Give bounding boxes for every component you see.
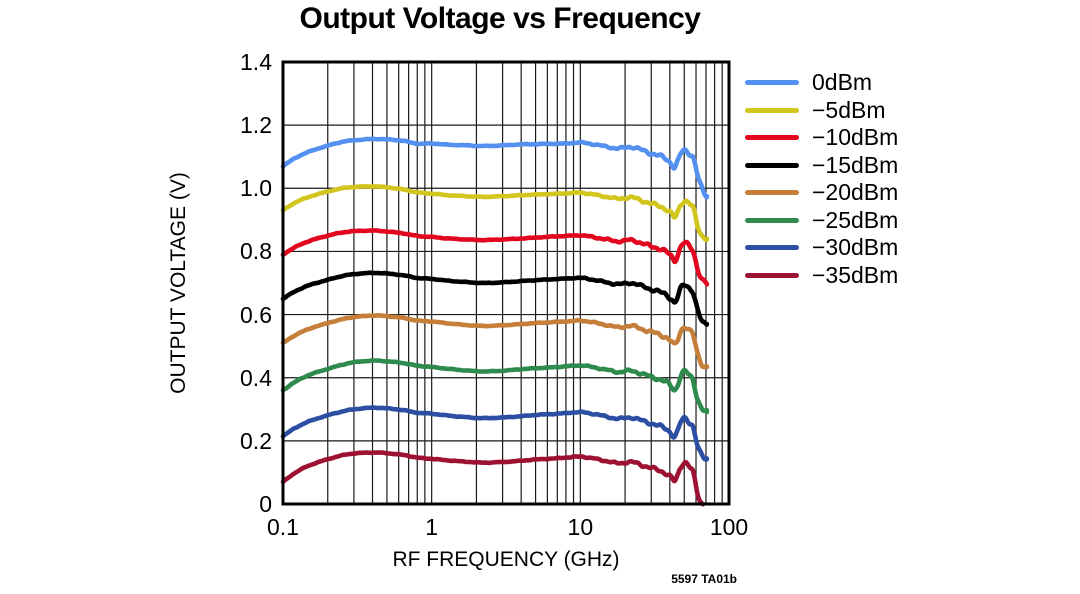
y-tick-1.2: 1.2	[240, 112, 272, 139]
y-tick-1.0: 1.0	[240, 175, 272, 202]
legend-label: −15dBm	[812, 151, 899, 178]
chart-title: Output Voltage vs Frequency	[299, 2, 701, 35]
legend-swatch	[745, 135, 799, 141]
plot-frame	[281, 60, 731, 506]
curve-−25dBm	[280, 358, 710, 415]
x-axis-label: RF FREQUENCY (GHz)	[392, 548, 620, 571]
y-tick-0: 0	[259, 491, 272, 517]
curve-0dBm	[280, 136, 710, 200]
x-tick-1: 1	[425, 514, 439, 540]
legend-swatch	[745, 80, 799, 86]
legend-swatch	[745, 217, 799, 223]
legend-swatch	[745, 245, 799, 251]
legend-swatch	[745, 190, 799, 196]
legend-label: −10dBm	[812, 124, 899, 151]
curve-−20dBm	[280, 313, 710, 370]
legend-swatch	[745, 107, 799, 113]
y-tick-1.4: 1.4	[240, 49, 272, 75]
y-tick-0.6: 0.6	[240, 301, 272, 328]
y-tick-0.2: 0.2	[240, 427, 272, 454]
legend-item-−15dBm: −15dBm	[745, 152, 898, 180]
curve-−15dBm	[280, 270, 710, 327]
y-tick-0.8: 0.8	[240, 238, 272, 265]
chart-legend: 0dBm −5dBm −10dBm −15dBm −20dBm −25dBm −30dBm −…	[745, 69, 898, 289]
legend-item-−30dBm: −30dBm	[745, 234, 898, 262]
curves	[280, 136, 710, 507]
part-number-note: 5597 TA01b	[671, 572, 737, 586]
curve-−10dBm	[280, 228, 710, 287]
legend-item-−25dBm: −25dBm	[745, 207, 898, 235]
legend-item-−5dBm: −5dBm	[745, 97, 898, 125]
y-axis-label: OUTPUT VOLTAGE (V)	[167, 172, 190, 394]
legend-label: −25dBm	[812, 206, 899, 233]
curve-−30dBm	[280, 405, 710, 462]
x-tick-10: 10	[567, 514, 594, 540]
x-tick-0.1: 0.1	[267, 514, 299, 540]
y-tick-0.4: 0.4	[240, 364, 272, 391]
legend-label: −30dBm	[812, 234, 899, 261]
legend-swatch	[745, 272, 799, 278]
legend-label: −20dBm	[812, 179, 899, 206]
curve-−35dBm	[280, 450, 706, 507]
legend-item-−35dBm: −35dBm	[745, 262, 898, 290]
legend-item-−10dBm: −10dBm	[745, 124, 898, 152]
legend-label: −5dBm	[812, 96, 886, 123]
legend-item-0dBm: 0dBm	[745, 69, 898, 97]
curve-−5dBm	[280, 184, 710, 243]
x-tick-100: 100	[709, 514, 749, 540]
legend-label: −35dBm	[812, 261, 899, 288]
legend-label: 0dBm	[812, 69, 873, 96]
legend-item-−20dBm: −20dBm	[745, 179, 898, 207]
legend-swatch	[745, 162, 799, 168]
